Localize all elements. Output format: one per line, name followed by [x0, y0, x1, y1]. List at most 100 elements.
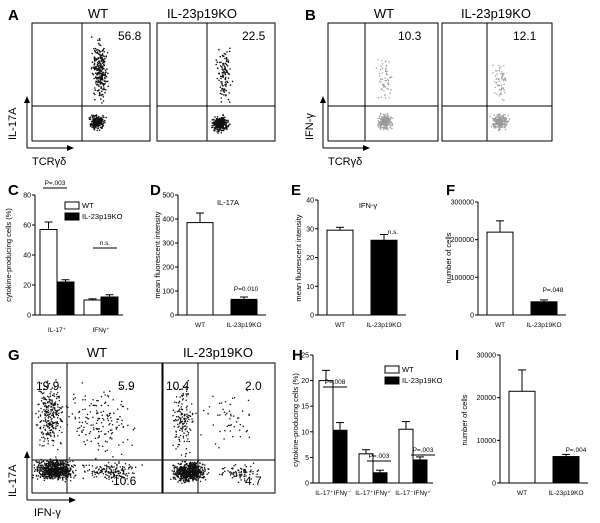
event-dot — [55, 381, 58, 383]
event-dot — [121, 465, 124, 468]
event-dot — [46, 477, 49, 480]
event-dot — [220, 101, 223, 103]
event-dot — [250, 478, 253, 480]
event-dot — [244, 464, 246, 466]
event-dot — [217, 124, 219, 127]
event-dot — [95, 476, 98, 478]
event-dot — [43, 470, 45, 473]
event-dot — [46, 466, 49, 469]
event-dot — [93, 56, 96, 58]
event-dot — [102, 425, 104, 428]
event-dot — [104, 74, 107, 77]
event-dot — [232, 415, 235, 417]
event-dot — [377, 117, 379, 120]
event-dot — [60, 419, 63, 421]
G-title-wt: WT — [87, 345, 107, 360]
event-dot — [217, 132, 219, 134]
event-dot — [387, 113, 389, 115]
event-dot — [99, 465, 101, 468]
event-dot — [47, 442, 49, 445]
event-dot — [97, 53, 100, 55]
event-dot — [225, 127, 228, 130]
event-dot — [57, 462, 60, 465]
event-dot — [252, 473, 254, 475]
event-dot — [174, 418, 177, 421]
event-dot — [250, 469, 252, 471]
event-dot — [224, 57, 226, 60]
event-dot — [96, 399, 98, 402]
event-dot — [102, 417, 104, 420]
event-dot — [176, 410, 179, 413]
event-dot — [59, 426, 62, 428]
event-dot — [239, 476, 241, 479]
event-dot — [187, 467, 189, 470]
event-dot — [109, 390, 111, 392]
event-dot — [60, 407, 62, 410]
event-dot — [187, 478, 190, 480]
event-dot — [496, 70, 498, 72]
event-dot — [185, 459, 188, 461]
event-dot — [179, 396, 181, 398]
event-dot — [172, 478, 175, 480]
event-dot — [223, 52, 226, 55]
event-dot — [63, 465, 65, 467]
event-dot — [52, 430, 54, 433]
event-dot — [107, 85, 109, 87]
event-dot — [224, 467, 226, 469]
event-dot — [99, 80, 102, 82]
event-dot — [53, 464, 56, 467]
event-dot — [55, 425, 57, 428]
event-dot — [91, 470, 94, 473]
event-dot — [128, 464, 131, 466]
event-dot — [223, 116, 226, 119]
event-dot — [496, 122, 499, 124]
event-dot — [204, 464, 206, 466]
event-dot — [185, 434, 188, 437]
event-dot — [504, 128, 507, 131]
event-dot — [103, 50, 105, 53]
event-dot — [183, 481, 186, 484]
event-dot — [57, 414, 60, 417]
event-dot — [94, 404, 96, 407]
event-dot — [185, 385, 187, 388]
G-ko-ur: 2.0 — [245, 379, 262, 393]
event-dot — [94, 72, 97, 74]
event-dot — [189, 461, 192, 463]
event-dot — [58, 466, 61, 469]
event-dot — [46, 380, 49, 382]
event-dot — [187, 393, 190, 395]
event-dot — [192, 465, 194, 468]
event-dot — [52, 473, 54, 475]
event-dot — [386, 123, 388, 126]
G-ko-frame — [162, 362, 276, 494]
event-dot — [121, 419, 123, 422]
G-title-ko: IL-23p19KO — [183, 345, 253, 360]
event-dot — [77, 427, 79, 430]
event-dot — [97, 65, 99, 68]
event-dot — [105, 116, 107, 119]
event-dot — [501, 71, 503, 73]
event-dot — [196, 473, 199, 475]
event-dot — [184, 467, 187, 469]
event-dot — [48, 398, 51, 400]
event-dot — [96, 52, 98, 54]
event-dot — [40, 461, 42, 464]
event-dot — [99, 126, 102, 129]
event-dot — [42, 471, 44, 474]
event-dot — [105, 464, 108, 466]
event-dot — [504, 116, 507, 119]
event-dot — [56, 466, 59, 469]
event-dot — [222, 74, 224, 77]
B-y-label: IFN-γ — [304, 113, 316, 140]
event-dot — [43, 440, 45, 442]
event-dot — [100, 411, 102, 413]
event-dot — [232, 473, 234, 475]
event-dot — [195, 412, 197, 415]
significance-label: n.s. — [388, 229, 399, 236]
event-dot — [106, 417, 109, 420]
event-dot — [499, 117, 501, 120]
event-dot — [103, 88, 106, 91]
event-dot — [248, 414, 250, 416]
event-dot — [229, 424, 231, 427]
event-dot — [116, 418, 118, 420]
